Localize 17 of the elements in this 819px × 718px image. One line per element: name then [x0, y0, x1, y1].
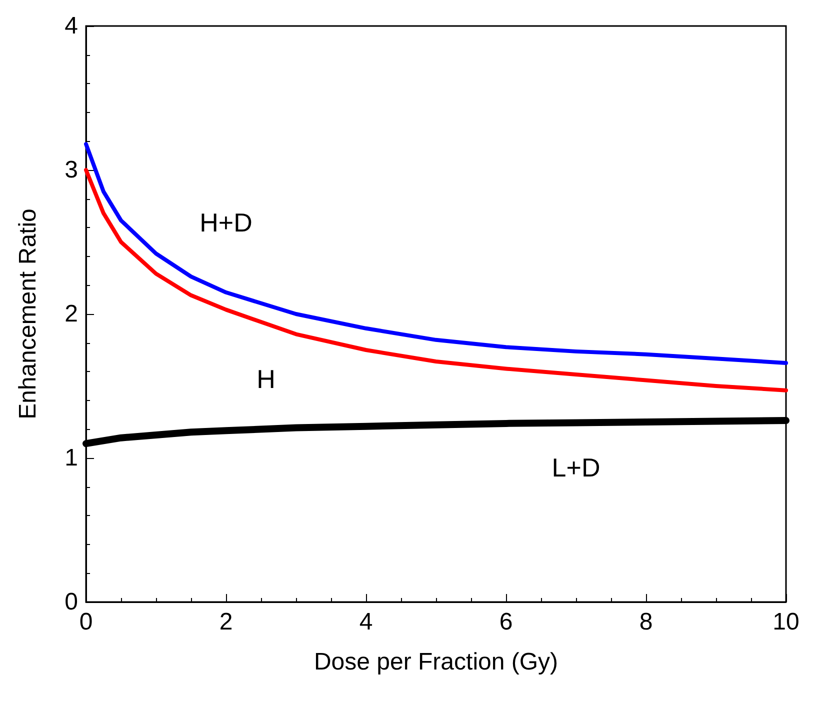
line-series [84, 142, 788, 365]
y-tick-label: 1 [64, 444, 78, 472]
line-series [84, 168, 788, 392]
x-tick-label: 6 [499, 608, 513, 636]
y-axis-title: Enhancement Ratio [14, 208, 42, 420]
x-tick-label: 4 [359, 608, 373, 636]
x-tick-label: 8 [639, 608, 653, 636]
series-label: L+D [552, 452, 600, 483]
y-tick-label: 2 [64, 300, 78, 328]
y-tick-label: 4 [64, 12, 78, 40]
x-tick-label: 10 [772, 608, 800, 636]
y-tick-label: 0 [64, 588, 78, 616]
series-label: H [256, 364, 276, 394]
y-tick-label: 3 [64, 156, 78, 184]
series-label: H+D [200, 207, 252, 238]
x-axis-title: Dose per Fraction (Gy) [314, 648, 558, 676]
x-tick-label: 2 [219, 608, 233, 636]
